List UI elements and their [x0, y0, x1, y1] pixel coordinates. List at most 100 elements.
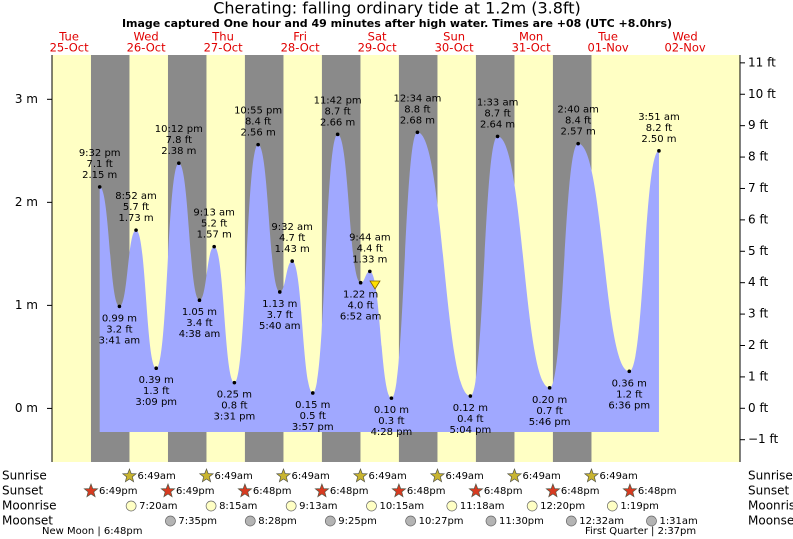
- y2-tick-label: 5 ft: [748, 244, 768, 258]
- extreme-point: [468, 394, 473, 398]
- moon-phase: New Moon | 6:48pm: [42, 526, 142, 537]
- extreme-point: [627, 369, 632, 374]
- extreme-label: 1.57 m: [197, 230, 232, 241]
- extreme-label: 9:32 pm: [79, 148, 121, 159]
- extreme-point: [117, 304, 122, 309]
- extreme-point: [310, 391, 315, 395]
- moonrise-icon: [366, 500, 377, 512]
- event-time: 6:48pm: [253, 486, 292, 497]
- extreme-label: 6:52 am: [340, 312, 382, 323]
- extreme-label: 8.7 ft: [484, 108, 510, 119]
- extreme-point: [415, 130, 420, 135]
- chart-title: Cherating: falling ordinary tide at 1.2m…: [213, 0, 581, 18]
- moonset-icon: [324, 515, 336, 527]
- chart-subtitle: Image captured One hour and 49 minutes a…: [122, 17, 672, 30]
- event-time: 6:48pm: [407, 486, 446, 497]
- tide-area: [99, 132, 659, 432]
- extreme-label: 9:13 am: [193, 208, 235, 219]
- event-time: 6:49am: [445, 471, 483, 482]
- row-label: Sunrise: [2, 469, 47, 483]
- extreme-label: 8.2 ft: [646, 123, 672, 134]
- extreme-point: [177, 161, 181, 165]
- event-time: 9:25pm: [338, 516, 377, 527]
- extreme-label: 2.56 m: [241, 128, 276, 139]
- sunset-icon: [237, 483, 253, 498]
- extreme-label: 8.4 ft: [245, 117, 271, 128]
- extreme-label: 1.33 m: [352, 254, 387, 265]
- y2-tick-label: 10 ft: [748, 87, 776, 101]
- row-label: Moonrise: [2, 499, 57, 513]
- extreme-point: [358, 280, 363, 285]
- extreme-point: [389, 396, 394, 400]
- extreme-label: 9:44 am: [349, 232, 391, 243]
- row-label: Moonset: [2, 514, 53, 528]
- day-name: Thu: [211, 30, 234, 44]
- extreme-label: 3:41 am: [99, 335, 141, 346]
- extreme-point: [154, 366, 159, 371]
- row-label: Sunrise: [748, 469, 793, 483]
- extreme-label: 4.7 ft: [279, 233, 305, 244]
- day-name: Sat: [368, 30, 387, 44]
- event-time: 8:15am: [219, 501, 257, 512]
- day-date: 29-Oct: [358, 41, 397, 55]
- extreme-label: 5:46 pm: [529, 417, 571, 428]
- y2-tick-label: 9 ft: [748, 118, 768, 132]
- day-name: Tue: [58, 30, 79, 44]
- extreme-label: 2.66 m: [320, 117, 355, 128]
- extreme-label: 2.38 m: [161, 146, 196, 157]
- extreme-label: 3:09 pm: [135, 397, 177, 408]
- y2-tick-label: −1 ft: [748, 432, 779, 446]
- event-time: 6:48pm: [484, 486, 523, 497]
- event-time: 11:30pm: [499, 516, 544, 527]
- extreme-label: 1.3 ft: [143, 386, 169, 397]
- moonset-icon: [165, 515, 176, 527]
- extreme-label: 5:40 am: [259, 321, 301, 332]
- day-date: 27-Oct: [204, 41, 243, 55]
- sunrise-icon: [506, 468, 523, 483]
- moonrise-icon: [446, 500, 458, 512]
- extreme-label: 12:34 am: [393, 93, 441, 104]
- extreme-label: 0.8 ft: [221, 401, 247, 412]
- moonrise-icon: [125, 500, 137, 512]
- sunset-icon: [468, 483, 484, 498]
- day-name: Fri: [293, 30, 307, 44]
- moonset-icon: [565, 515, 577, 527]
- extreme-label: 0.12 m: [453, 403, 488, 414]
- y-tick-label: 3 m: [15, 92, 38, 106]
- extreme-label: 0.99 m: [102, 313, 137, 324]
- day-date: 02-Nov: [664, 41, 705, 55]
- y2-tick-label: 6 ft: [748, 212, 768, 226]
- day-date: 01-Nov: [587, 41, 628, 55]
- y-tick-label: 1 m: [15, 298, 38, 312]
- sunrise-icon: [583, 468, 600, 483]
- event-time: 6:49am: [522, 471, 560, 482]
- sunset-icon: [391, 483, 407, 498]
- moon-phase: First Quarter | 2:37pm: [585, 526, 696, 537]
- extreme-label: 1.2 ft: [616, 389, 642, 400]
- moonset-icon: [646, 515, 657, 527]
- event-time: 9:13am: [299, 501, 337, 512]
- y2-tick-label: 8 ft: [748, 150, 768, 164]
- moonset-icon: [405, 515, 416, 527]
- plot-area: 9:32 pm7.1 ft2.15 m 0.99 m3.2 ft3:41 am 8:…: [52, 55, 740, 462]
- sunrise-icon: [275, 468, 292, 483]
- event-time: 7:20am: [139, 501, 177, 512]
- y2-tick-label: 3 ft: [748, 307, 768, 321]
- event-time: 6:49am: [137, 471, 175, 482]
- extreme-label: 0.25 m: [217, 390, 252, 401]
- moonrise-icon: [285, 500, 297, 512]
- extreme-label: 5.2 ft: [201, 219, 227, 230]
- y-tick-label: 0 m: [15, 401, 38, 415]
- y2-tick-label: 11 ft: [748, 55, 776, 69]
- event-time: 6:49pm: [99, 486, 138, 497]
- moonset-icon: [485, 515, 497, 527]
- extreme-label: 0.39 m: [139, 375, 174, 386]
- extreme-label: 6:36 pm: [608, 400, 650, 411]
- day-date: 28-Oct: [281, 41, 320, 55]
- y2-tick-label: 7 ft: [748, 181, 768, 195]
- extreme-label: 0.10 m: [374, 405, 409, 416]
- event-time: 8:28pm: [258, 516, 297, 527]
- sunset-icon: [83, 483, 99, 498]
- extreme-label: 3:31 pm: [214, 412, 256, 423]
- event-time: 6:49pm: [176, 486, 215, 497]
